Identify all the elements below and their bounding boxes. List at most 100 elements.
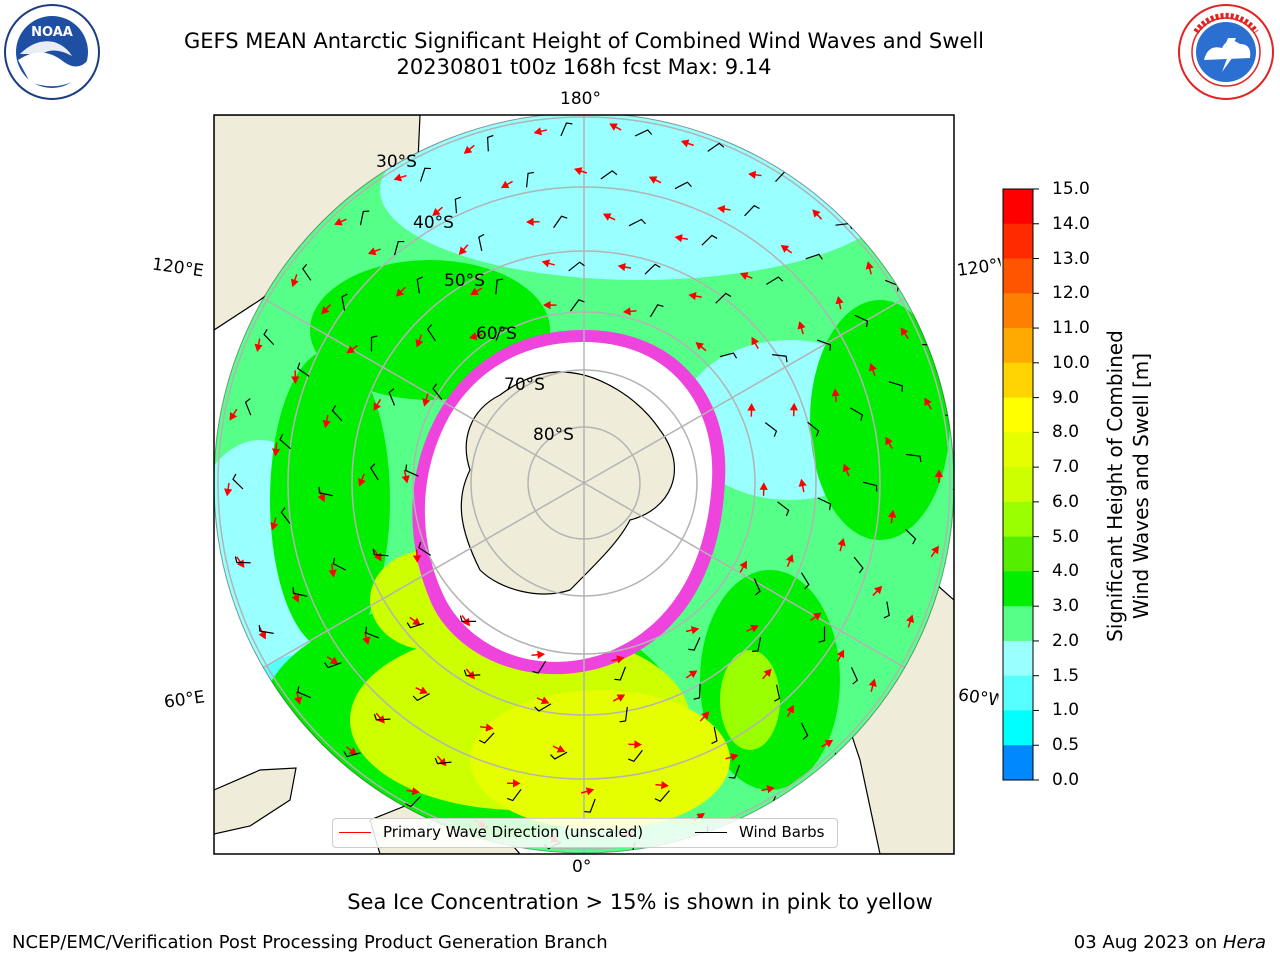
- wave-arrow-head: [680, 139, 690, 148]
- wind-barb: [232, 473, 244, 490]
- colorbar-segment: [1003, 571, 1033, 607]
- wind-barb: [816, 339, 832, 351]
- wind-barb: [297, 686, 312, 699]
- wave-arrow-head: [322, 419, 331, 429]
- wind-barb: [372, 548, 389, 557]
- lat-label-60s: 60°S: [476, 324, 517, 344]
- wave-arrow-head: [837, 538, 846, 547]
- wind-barb: [619, 706, 628, 723]
- wave-arrow-head: [739, 560, 747, 570]
- wave-arrow-head: [786, 704, 794, 714]
- colorbar-segment: [1003, 432, 1033, 468]
- wind-barb: [707, 142, 725, 152]
- wave-arrow-head: [750, 624, 759, 633]
- wave-arrow-head: [224, 488, 233, 497]
- wind-barb: [701, 234, 718, 246]
- wind-barb: [412, 693, 430, 702]
- wave-arrow-head: [634, 740, 642, 749]
- wave-arrow-head: [468, 332, 478, 341]
- wind-barb: [674, 181, 692, 190]
- colorbar-segment: [1003, 189, 1033, 225]
- wave-arrow-head: [674, 234, 683, 243]
- wind-barb: [365, 626, 380, 639]
- colorbar-segment: [1003, 606, 1033, 642]
- wave-arrow-head: [617, 262, 626, 272]
- wave-arrow-head: [438, 757, 447, 767]
- colorbar-tick-label: 7.0: [1052, 457, 1080, 478]
- wind-barb: [506, 788, 522, 802]
- colorbar-tick-label: 13.0: [1052, 248, 1090, 269]
- colorbar-segment: [1003, 675, 1033, 711]
- wind-barb: [728, 764, 741, 779]
- wave-arrow-head: [868, 678, 877, 687]
- lat-label-80s: 80°S: [533, 425, 574, 445]
- chart-title: GEFS MEAN Antarctic Significant Height o…: [183, 29, 985, 53]
- colorbar-tick-label: 8.0: [1052, 422, 1080, 443]
- noaa-logo: NOAA: [4, 4, 100, 100]
- colorbar-tick-label: 2.0: [1052, 630, 1080, 651]
- lon-label-180: 180°: [560, 89, 601, 109]
- chart-subtitle: 20230801 t00z 168h fcst Max: 9.14: [396, 55, 772, 79]
- colorbar-segment: [1003, 640, 1033, 677]
- footer-branch: NCEP/EMC/Verification Post Processing Pr…: [12, 932, 608, 953]
- colorbar-tick-label: 1.0: [1052, 700, 1080, 721]
- colorbar-tick-label: 6.0: [1052, 491, 1080, 512]
- wave-arrow-head: [836, 649, 845, 659]
- wind-barb: [888, 381, 903, 392]
- wind-barb: [343, 751, 361, 758]
- wind-barb: [766, 276, 784, 285]
- wave-arrow-head: [540, 696, 550, 705]
- wind-barb: [373, 713, 391, 721]
- wave-arrow-head: [533, 127, 542, 136]
- wind-barb: [715, 292, 732, 304]
- wave-arrow-head: [254, 343, 263, 352]
- wind-barb: [370, 335, 378, 352]
- sea-ice-note: Sea Ice Concentration > 15% is shown in …: [347, 890, 933, 914]
- wind-barb: [634, 129, 653, 137]
- wave-arrow-head: [931, 545, 939, 555]
- wave-arrow-head: [874, 585, 883, 595]
- wind-barb: [614, 666, 627, 681]
- wind-barb: [454, 196, 462, 214]
- wind-barb: [628, 218, 646, 227]
- wave-arrow-head: [291, 376, 300, 384]
- wind-barb: [405, 796, 421, 808]
- wind-barb: [719, 352, 738, 359]
- wave-arrow-head: [334, 217, 343, 226]
- wave-arrow-head: [747, 403, 756, 411]
- wave-arrow-head: [419, 686, 428, 694]
- wind-barb: [570, 299, 585, 312]
- meridians: [214, 115, 954, 853]
- wind-barb: [777, 501, 790, 517]
- wave-arrow-head: [924, 397, 932, 407]
- wave-arrow-head: [290, 278, 299, 288]
- wave-arrow-head: [701, 711, 710, 720]
- wind-barb: [688, 637, 701, 651]
- colorbar-tick-label: 10.0: [1052, 352, 1090, 373]
- wave-arrow-head: [616, 655, 625, 664]
- lat-label-70s: 70°S: [504, 375, 545, 395]
- wave-arrow-head: [415, 338, 424, 348]
- wave-arrow-head: [812, 209, 821, 218]
- colorbar-segment: [1003, 258, 1033, 294]
- wind-barb: [292, 587, 308, 597]
- wave-arrow-head: [888, 509, 897, 518]
- wave-arrow-head: [291, 594, 300, 603]
- wind-barb: [644, 263, 661, 275]
- footer-machine: Hera: [1222, 932, 1266, 953]
- colorbar-tick-label: 4.0: [1052, 561, 1080, 582]
- wave-arrow-head: [432, 207, 441, 217]
- wave-arrow-head: [739, 272, 749, 280]
- colorbar-segment: [1003, 293, 1033, 329]
- wind-barb: [850, 667, 859, 685]
- colorbar-tick-label: 0.0: [1052, 770, 1080, 790]
- colorbar-label-line1: Significant Height of Combined: [1103, 330, 1127, 642]
- wind-barb: [883, 601, 890, 619]
- wave-direction-arrows: [224, 123, 944, 843]
- wave-arrow-head: [835, 295, 844, 305]
- wave-arrow-head: [412, 617, 421, 626]
- wave-arrow-head: [868, 362, 877, 372]
- wave-arrow-head: [362, 636, 371, 646]
- lat-label-40s: 40°S: [413, 213, 454, 233]
- legend-black-line: [695, 832, 727, 833]
